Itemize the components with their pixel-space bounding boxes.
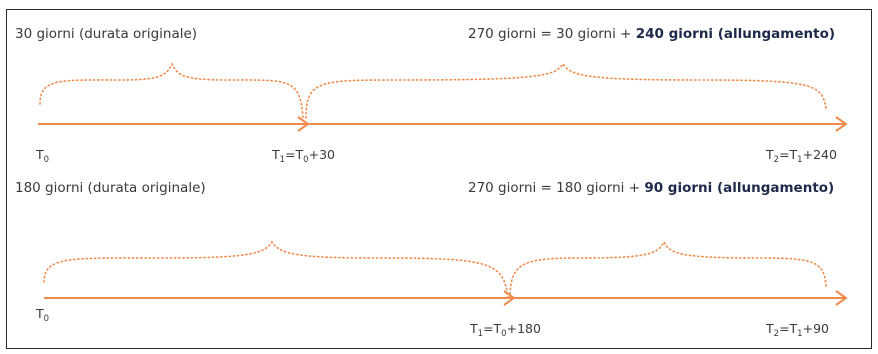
row1-right-label: 270 giorni = 30 giorni + 240 giorni (all… [468, 26, 835, 42]
row2-brace-extension [509, 240, 827, 299]
row2-left-label: 180 giorni (durata originale) [15, 180, 206, 196]
row2-brace-original [43, 240, 509, 299]
row2-t0-label: T0 [35, 306, 49, 324]
row1-left-label: 30 giorni (durata originale) [15, 26, 197, 42]
diagram-frame [6, 9, 872, 349]
row1-t2-label: T2=T1+240 [765, 147, 837, 165]
row1-brace-original [39, 62, 304, 119]
row2-t1-label: T1=T0+180 [469, 321, 541, 339]
row1-brace-extension [305, 62, 827, 119]
row2-right-label: 270 giorni = 180 giorni + 90 giorni (all… [468, 180, 834, 196]
row1-t1-label: T1=T0+30 [271, 147, 335, 165]
row1-arrowhead-2 [835, 116, 848, 132]
row1-t0-label: T0 [35, 147, 49, 165]
row2-t2-label: T2=T1+90 [765, 321, 829, 339]
row2-arrowhead-2 [835, 290, 848, 306]
